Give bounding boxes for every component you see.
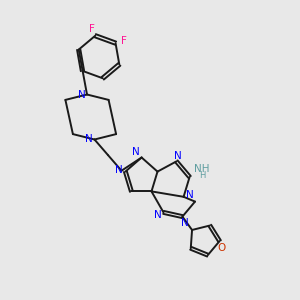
Text: N: N xyxy=(132,147,140,157)
Text: N: N xyxy=(181,218,189,228)
Text: N: N xyxy=(154,210,161,220)
Text: N: N xyxy=(174,151,182,161)
Text: N: N xyxy=(78,89,86,100)
Text: H: H xyxy=(199,171,206,180)
Text: N: N xyxy=(186,190,194,200)
Text: F: F xyxy=(121,36,127,46)
Text: NH: NH xyxy=(194,164,210,174)
Text: F: F xyxy=(89,24,95,34)
Text: N: N xyxy=(115,165,123,175)
Text: O: O xyxy=(217,243,225,253)
Text: N: N xyxy=(85,134,93,145)
